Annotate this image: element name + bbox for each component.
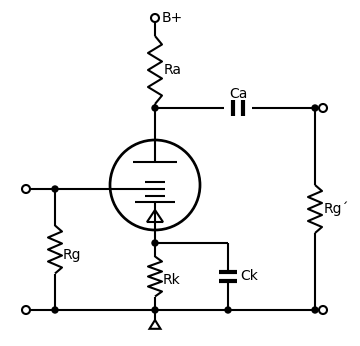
Circle shape <box>312 307 318 313</box>
Text: Rk: Rk <box>163 273 181 286</box>
Text: Ra: Ra <box>164 63 182 77</box>
Circle shape <box>152 307 158 313</box>
Circle shape <box>52 307 58 313</box>
Text: Ck: Ck <box>240 270 258 283</box>
Circle shape <box>152 240 158 246</box>
Circle shape <box>52 186 58 192</box>
Text: Ca: Ca <box>229 87 247 101</box>
Circle shape <box>225 307 231 313</box>
Circle shape <box>152 105 158 111</box>
Text: Rg: Rg <box>63 247 81 262</box>
Text: Rg´: Rg´ <box>324 202 350 216</box>
Text: B+: B+ <box>162 11 183 25</box>
Circle shape <box>312 105 318 111</box>
